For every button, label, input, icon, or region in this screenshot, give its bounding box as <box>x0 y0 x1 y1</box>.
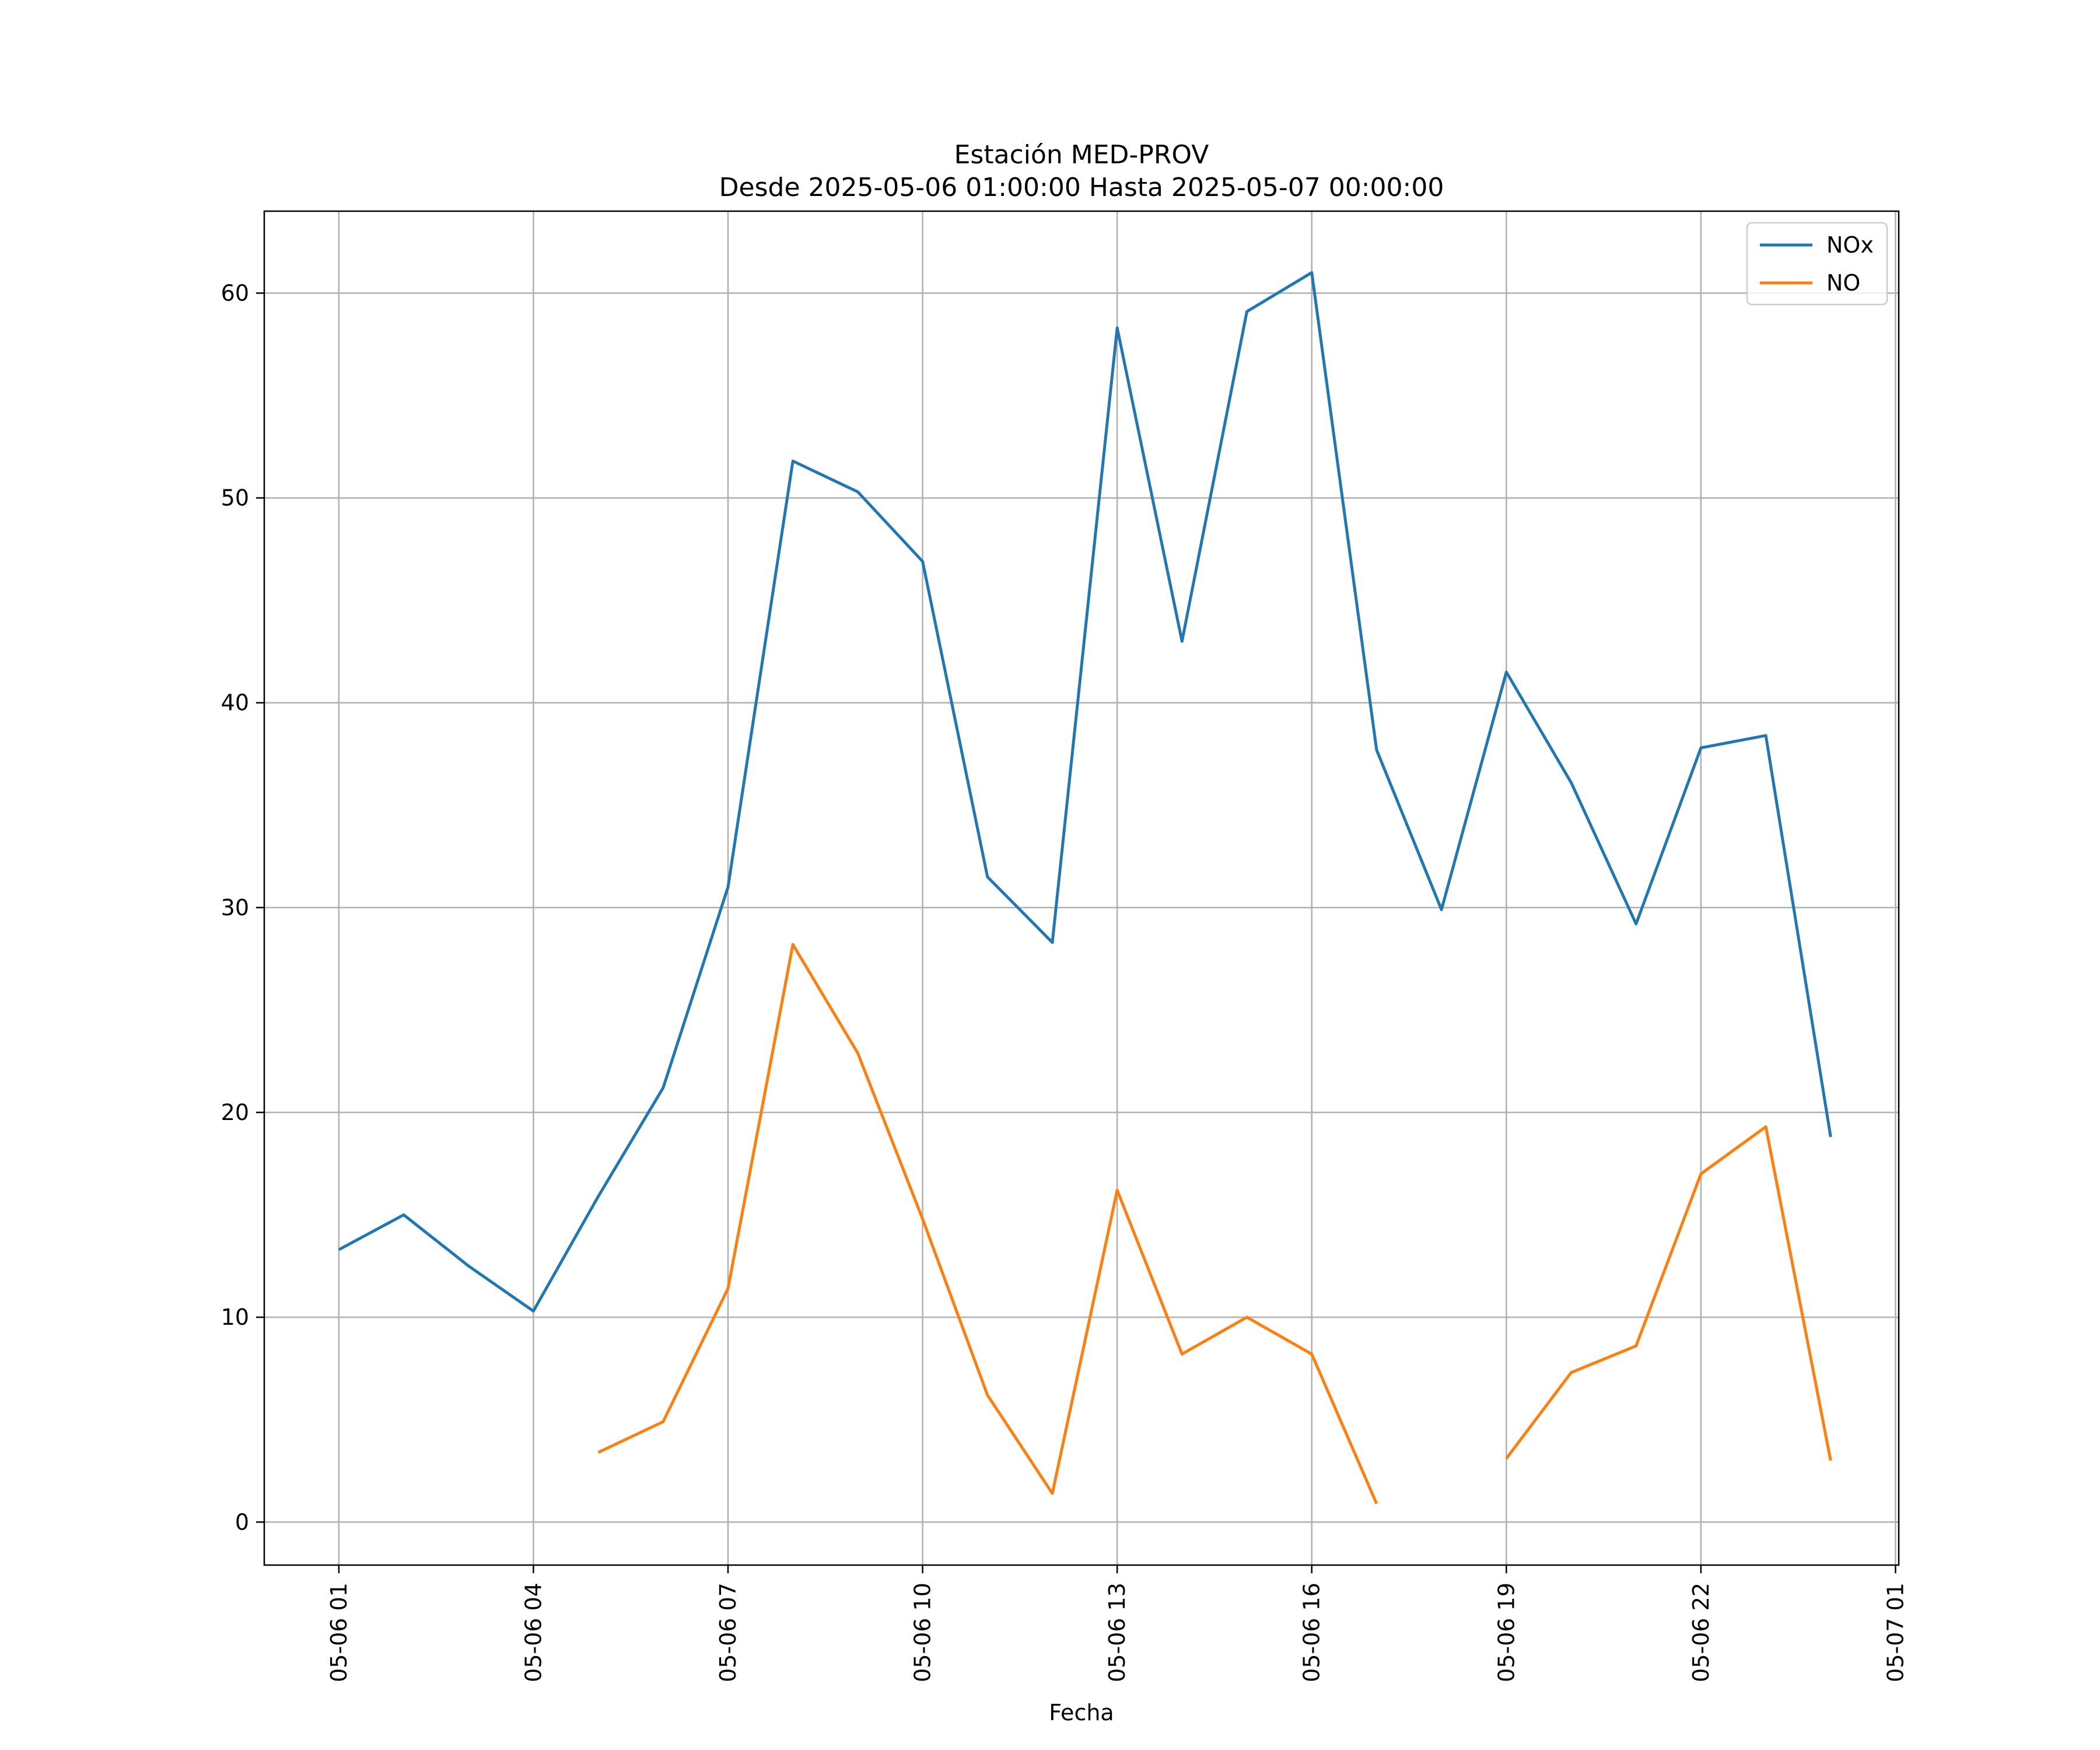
y-axis: 0 10 20 30 40 50 60 <box>221 280 264 1535</box>
chart-title: Estación MED-PROV <box>954 140 1209 170</box>
legend: NOx NO <box>1746 222 1888 306</box>
x-tick-label: 05-06 13 <box>1104 1583 1130 1682</box>
chart-subtitle: Desde 2025-05-06 01:00:00 Hasta 2025-05-… <box>719 173 1444 202</box>
series-line-nox <box>338 271 1832 1313</box>
y-tick-label: 30 <box>221 895 249 921</box>
legend-label-no: NO <box>1826 270 1860 296</box>
plot-frame <box>263 210 1900 1566</box>
x-tick-label: 05-06 10 <box>910 1583 936 1682</box>
y-tick-label: 0 <box>235 1509 249 1535</box>
y-tick-label: 10 <box>221 1304 249 1330</box>
y-tick-label: 60 <box>221 280 249 306</box>
x-tick-label: 05-06 07 <box>715 1583 741 1682</box>
x-axis: 05-06 01 05-06 04 05-06 07 05-06 10 05-06 13… <box>326 1565 1908 1682</box>
y-tick-label: 50 <box>221 485 249 511</box>
x-tick-label: 05-06 01 <box>326 1583 352 1682</box>
x-tick-label: 05-06 16 <box>1299 1583 1325 1682</box>
y-tick-label: 40 <box>221 690 249 716</box>
series-group <box>338 271 1832 1504</box>
x-axis-label: Fecha <box>1049 1700 1114 1726</box>
x-tick-label: 05-06 04 <box>520 1583 546 1682</box>
series-line-no <box>597 943 1832 1504</box>
y-tick-label: 20 <box>221 1100 249 1125</box>
legend-label-nox: NOx <box>1826 232 1874 258</box>
x-tick-label: 05-07 01 <box>1882 1583 1908 1682</box>
x-tick-label: 05-06 22 <box>1688 1583 1714 1682</box>
x-tick-label: 05-06 19 <box>1493 1583 1519 1682</box>
grid <box>264 211 1899 1565</box>
